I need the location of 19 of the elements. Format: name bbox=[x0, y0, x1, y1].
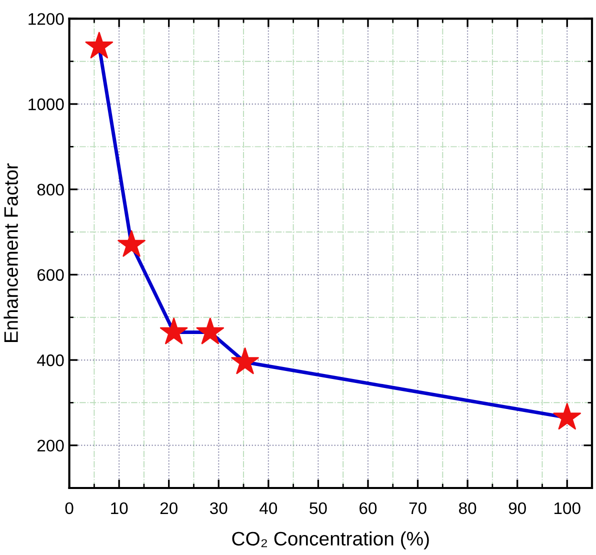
x-tick-label: 80 bbox=[459, 502, 476, 514]
y-tick-label: 400 bbox=[37, 354, 64, 366]
x-tick-label: 10 bbox=[111, 502, 128, 514]
y-axis-title: Enhancement Factor bbox=[4, 163, 18, 342]
y-tick-label: 200 bbox=[37, 440, 64, 452]
y-tick-label: 1200 bbox=[28, 13, 64, 25]
y-tick-label: 600 bbox=[37, 269, 64, 281]
x-tick-label: 30 bbox=[210, 502, 228, 514]
x-tick-label: 70 bbox=[409, 502, 426, 514]
x-axis-title: CO₂ Concentration (%) bbox=[232, 531, 429, 550]
x-tick-label: 40 bbox=[260, 502, 278, 514]
y-tick-label: 800 bbox=[37, 184, 64, 196]
x-tick-label: 20 bbox=[160, 502, 178, 514]
x-tick-label: 60 bbox=[360, 502, 377, 514]
x-tick-label: 90 bbox=[508, 502, 526, 514]
x-tick-label: 50 bbox=[310, 502, 327, 514]
x-tick-label: 0 bbox=[65, 502, 74, 514]
y-tick-label: 1000 bbox=[28, 98, 64, 110]
x-tick-label: 100 bbox=[554, 502, 580, 514]
